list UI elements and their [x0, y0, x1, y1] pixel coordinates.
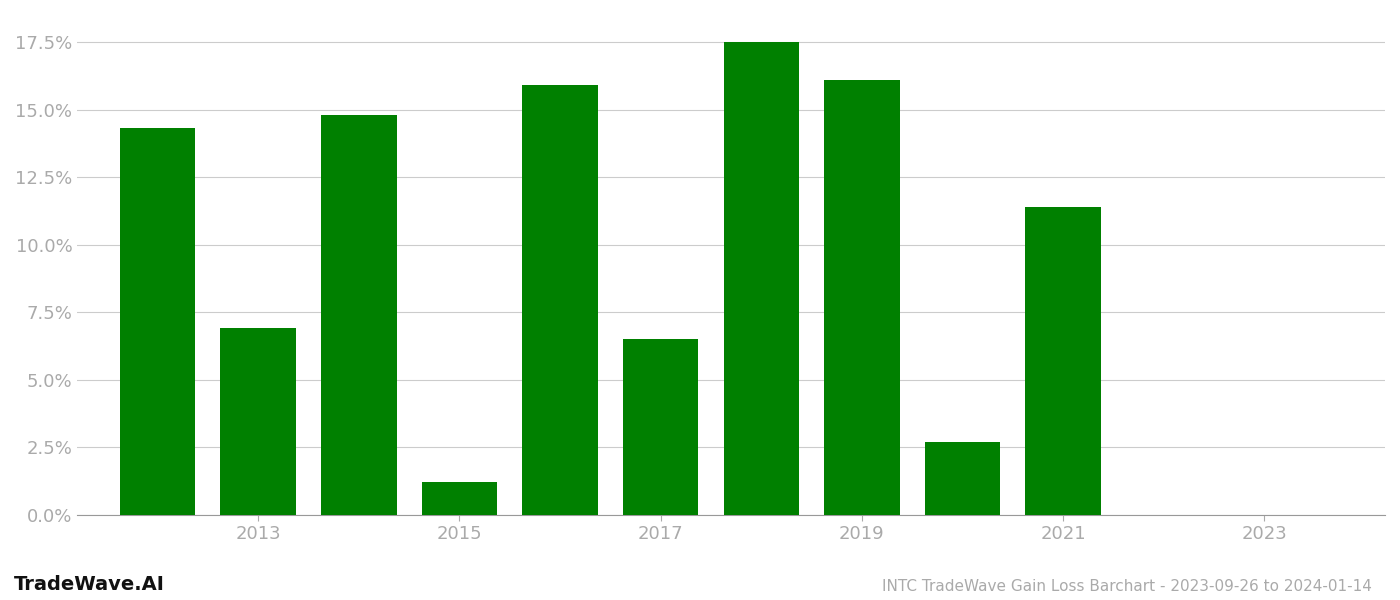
- Bar: [623, 339, 699, 515]
- Bar: [220, 328, 295, 515]
- Bar: [120, 128, 196, 515]
- Text: INTC TradeWave Gain Loss Barchart - 2023-09-26 to 2024-01-14: INTC TradeWave Gain Loss Barchart - 2023…: [882, 579, 1372, 594]
- Bar: [421, 482, 497, 515]
- Bar: [925, 442, 1000, 515]
- Bar: [1025, 207, 1100, 515]
- Bar: [321, 115, 396, 515]
- Bar: [522, 85, 598, 515]
- Bar: [825, 80, 900, 515]
- Text: TradeWave.AI: TradeWave.AI: [14, 575, 165, 594]
- Bar: [724, 42, 799, 515]
